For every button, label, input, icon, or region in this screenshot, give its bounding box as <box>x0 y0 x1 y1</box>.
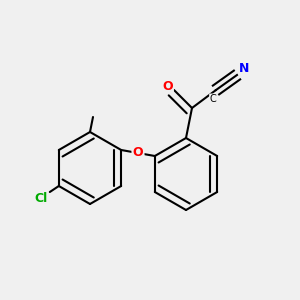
Text: O: O <box>133 146 143 160</box>
Text: Cl: Cl <box>34 191 47 205</box>
Text: C: C <box>210 94 216 104</box>
Text: N: N <box>239 62 250 76</box>
Text: O: O <box>163 80 173 94</box>
